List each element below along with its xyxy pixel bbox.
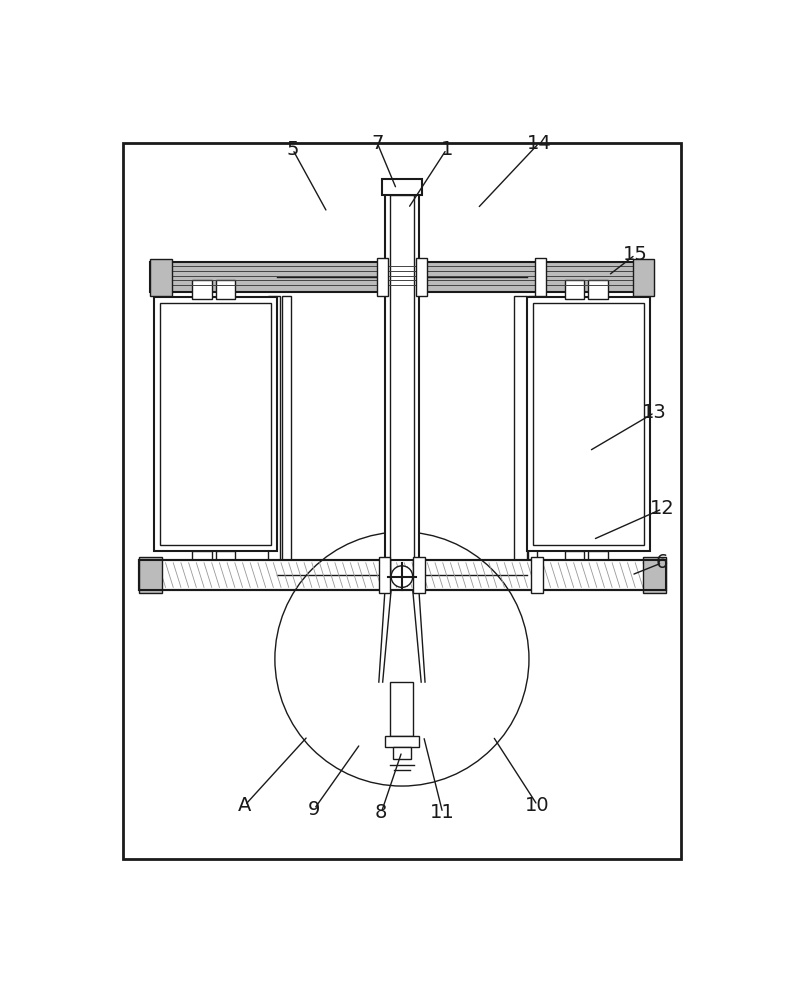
Text: 11: 11 — [430, 804, 455, 822]
Bar — [588, 551, 608, 568]
Bar — [514, 296, 527, 578]
Bar — [528, 296, 538, 578]
Bar — [268, 296, 280, 578]
Text: 8: 8 — [375, 804, 387, 822]
Bar — [139, 557, 162, 593]
Text: 7: 7 — [371, 134, 384, 153]
Bar — [588, 280, 608, 299]
Bar — [385, 193, 419, 578]
Bar — [565, 280, 584, 299]
Bar — [150, 262, 655, 292]
Bar — [154, 297, 277, 551]
Bar — [282, 296, 291, 578]
Text: A: A — [238, 796, 251, 815]
Bar — [378, 258, 388, 296]
Bar — [643, 557, 666, 593]
Bar — [389, 195, 414, 577]
Text: 10: 10 — [525, 796, 550, 815]
Bar — [392, 747, 411, 759]
Bar — [535, 258, 546, 296]
Bar — [414, 557, 425, 593]
Bar — [150, 259, 172, 296]
Text: 13: 13 — [642, 403, 667, 422]
Text: 6: 6 — [656, 553, 668, 572]
Bar — [531, 557, 543, 593]
Bar — [139, 560, 666, 590]
Bar — [533, 303, 644, 545]
Bar — [216, 280, 235, 299]
Text: 9: 9 — [308, 800, 320, 819]
Bar — [160, 303, 271, 545]
Bar — [382, 179, 422, 195]
Bar — [192, 551, 212, 568]
Bar — [565, 551, 584, 568]
Bar — [416, 258, 426, 296]
Bar — [390, 682, 414, 736]
Text: 1: 1 — [440, 140, 453, 159]
Bar — [633, 259, 655, 296]
Text: 15: 15 — [623, 245, 648, 264]
Bar — [192, 280, 212, 299]
Bar — [527, 297, 650, 551]
Bar — [216, 551, 235, 568]
Bar — [139, 560, 666, 590]
Bar — [379, 557, 390, 593]
Text: 14: 14 — [527, 134, 551, 153]
Circle shape — [391, 566, 413, 587]
Text: 5: 5 — [287, 140, 299, 159]
Bar — [385, 736, 419, 747]
Text: 12: 12 — [650, 499, 674, 518]
